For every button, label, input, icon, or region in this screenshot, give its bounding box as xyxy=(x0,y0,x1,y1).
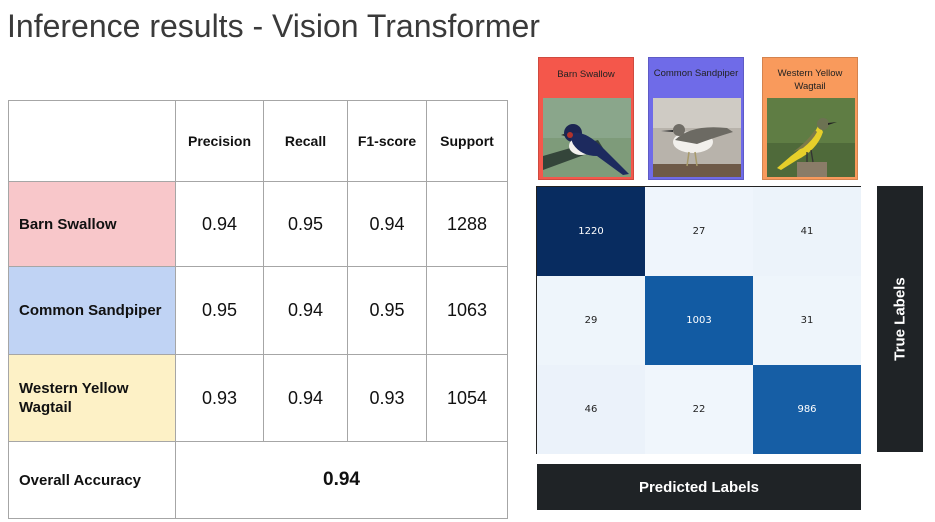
recall-cell: 0.94 xyxy=(263,354,348,442)
support-cell: 1063 xyxy=(426,266,508,355)
class-card-western-yellow-wagtail: Western Yellow Wagtail xyxy=(762,57,858,180)
cm-cell: 1003 xyxy=(645,276,753,365)
class-card-barn-swallow: Barn Swallow xyxy=(538,57,634,180)
table-header-row: Precision Recall F1-score Support xyxy=(8,100,508,182)
row-label-western-yellow-wagtail: Western Yellow Wagtail xyxy=(8,354,176,442)
cm-cell: 22 xyxy=(645,365,753,454)
f1-cell: 0.95 xyxy=(347,266,427,355)
row-label-barn-swallow: Barn Swallow xyxy=(8,181,176,267)
class-card-common-sandpiper: Common Sandpiper xyxy=(648,57,744,180)
table-row: Barn Swallow 0.94 0.95 0.94 1288 xyxy=(8,181,508,267)
f1-cell: 0.93 xyxy=(347,354,427,442)
overall-accuracy-row: Overall Accuracy 0.94 xyxy=(8,441,508,519)
precision-cell: 0.93 xyxy=(175,354,264,442)
precision-cell: 0.94 xyxy=(175,181,264,267)
overall-accuracy-label: Overall Accuracy xyxy=(8,441,176,519)
class-card-label: Common Sandpiper xyxy=(653,68,739,79)
support-cell: 1054 xyxy=(426,354,508,442)
cm-cell: 41 xyxy=(753,187,861,276)
row-label-common-sandpiper: Common Sandpiper xyxy=(8,266,176,355)
western-yellow-wagtail-image xyxy=(767,98,855,177)
cm-cell: 27 xyxy=(645,187,753,276)
true-labels-axis: True Labels xyxy=(877,186,923,452)
f1-cell: 0.94 xyxy=(347,181,427,267)
recall-cell: 0.95 xyxy=(263,181,348,267)
cm-cell: 29 xyxy=(537,276,645,365)
page-title: Inference results - Vision Transformer xyxy=(7,8,540,44)
table-row: Common Sandpiper 0.95 0.94 0.95 1063 xyxy=(8,266,508,355)
class-card-label: Western Yellow Wagtail xyxy=(777,68,843,92)
recall-cell: 0.94 xyxy=(263,266,348,355)
table-row: Western Yellow Wagtail 0.93 0.94 0.93 10… xyxy=(8,354,508,442)
header-recall: Recall xyxy=(263,100,348,182)
common-sandpiper-image xyxy=(653,98,741,177)
metrics-table: Precision Recall F1-score Support Barn S… xyxy=(8,100,508,519)
precision-cell: 0.95 xyxy=(175,266,264,355)
overall-accuracy-value: 0.94 xyxy=(175,441,508,519)
header-precision: Precision xyxy=(175,100,264,182)
header-f1-score: F1-score xyxy=(347,100,427,182)
true-labels-text: True Labels xyxy=(891,277,909,361)
cm-cell: 1220 xyxy=(537,187,645,276)
header-support: Support xyxy=(426,100,508,182)
predicted-labels-axis: Predicted Labels xyxy=(537,464,861,510)
cm-cell: 46 xyxy=(537,365,645,454)
support-cell: 1288 xyxy=(426,181,508,267)
barn-swallow-image xyxy=(543,98,631,177)
class-card-label: Barn Swallow xyxy=(557,69,615,80)
cm-cell: 31 xyxy=(753,276,861,365)
header-corner-cell xyxy=(8,100,176,182)
cm-cell: 986 xyxy=(753,365,861,454)
confusion-matrix: 1220 27 41 29 1003 31 46 22 986 xyxy=(536,186,861,454)
